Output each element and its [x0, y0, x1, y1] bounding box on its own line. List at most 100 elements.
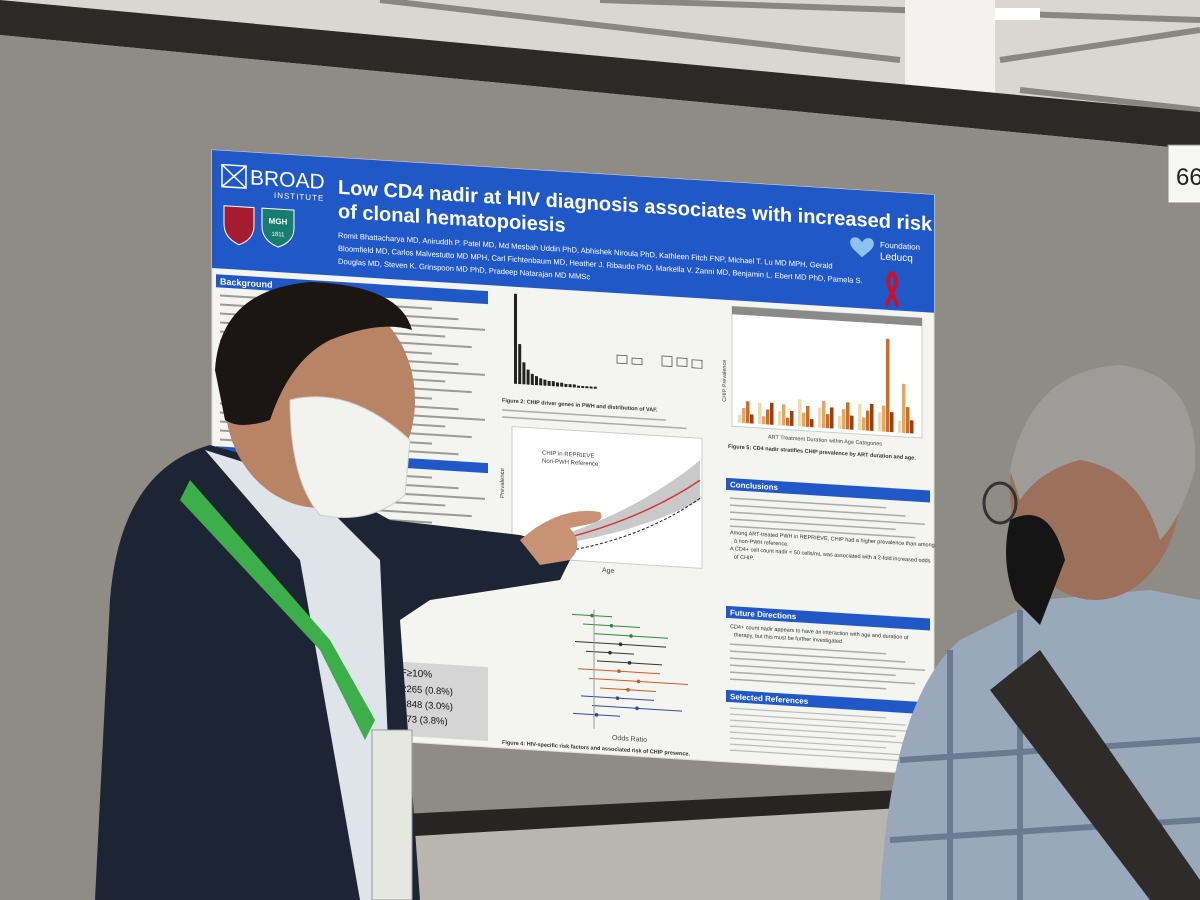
text-line: [730, 743, 906, 756]
fig2-boxplots: [616, 354, 703, 369]
bar-shape: [890, 412, 894, 433]
legend-entry: Non-PWH Reference: [542, 458, 599, 468]
axis-label: Prevalence: [500, 467, 506, 498]
bar-shape: [866, 410, 870, 431]
point-shape: [609, 623, 614, 628]
point-shape: [635, 706, 639, 711]
bar-shape: [564, 383, 568, 388]
reference-lines: [730, 707, 925, 763]
bar-shape: [910, 420, 914, 434]
point-shape: [627, 661, 632, 665]
wall-top-rail: [0, 0, 1200, 150]
poster-header: [212, 150, 934, 313]
point-shape: [594, 713, 599, 717]
bar-shape: [826, 414, 830, 429]
bar-shape: [858, 404, 862, 431]
text-line: [502, 416, 687, 430]
bar-shape: [778, 411, 782, 426]
bar-shape: [547, 380, 551, 386]
bar-shape: [742, 407, 746, 424]
bar-shape: [882, 405, 886, 432]
section-bar: [726, 477, 930, 503]
mgh-shield: [261, 207, 295, 248]
bar-shape: [514, 293, 517, 384]
beam: [1019, 87, 1200, 113]
fig3-reference-line: [531, 497, 701, 557]
bar-shape: [581, 385, 585, 389]
bar-shape: [806, 405, 810, 428]
bar-shape: [556, 382, 559, 387]
axis-label: Age: [602, 567, 615, 575]
caption-lines: [502, 409, 687, 430]
bar-shape: [870, 403, 874, 432]
bar-shape: [818, 407, 822, 428]
bar-shape: [518, 343, 522, 385]
text-line: [730, 643, 886, 655]
conclusion-text: a non-PWH reference.: [734, 538, 789, 547]
foundation-logo-name: Leducq: [880, 251, 913, 264]
mgh-year: 1811: [272, 232, 286, 239]
face-mask: [289, 396, 411, 518]
beam: [379, 0, 901, 63]
presenter-hair: [215, 282, 412, 425]
boxplot: [616, 354, 628, 365]
boxplot: [676, 357, 688, 367]
text-line: [730, 749, 925, 763]
bar-shape: [822, 400, 826, 429]
bar-shape: [589, 386, 593, 389]
point-shape: [636, 679, 641, 684]
booth-sign: [1167, 144, 1200, 204]
name-badge: [371, 729, 413, 900]
text-line: [730, 678, 886, 690]
mgh-logo: MGH: [269, 217, 288, 227]
section-heading: Future Directions: [730, 608, 797, 621]
presenter: [95, 282, 602, 900]
fig3-ci-band: [532, 460, 700, 548]
fig4-forest-plot: [572, 609, 688, 729]
point-shape: [618, 642, 623, 647]
bar-shape: [535, 376, 538, 386]
fig5-strip: [732, 306, 922, 327]
point-shape: [626, 687, 630, 692]
boxplot: [661, 355, 673, 367]
bar-shape: [738, 414, 742, 423]
bar-shape: [842, 409, 846, 430]
bar-shape: [798, 399, 802, 427]
bar-shape: [850, 415, 854, 430]
bar-shape: [551, 381, 555, 387]
axis-label: CHIP Prevalence: [722, 360, 728, 402]
point-shape: [615, 696, 620, 700]
bar-shape: [530, 373, 534, 385]
point-shape: [629, 634, 633, 638]
bar-shape: [750, 414, 754, 424]
section-heading: Conclusions: [730, 480, 779, 492]
text-line: [730, 511, 925, 525]
bag-strap: [990, 650, 1200, 900]
fig2-bars: [514, 293, 597, 389]
presenter-hand: [520, 510, 602, 565]
text-line: [730, 713, 906, 726]
beam: [999, 27, 1200, 63]
beam: [599, 0, 1200, 23]
text-line: [730, 650, 906, 663]
text-line: [730, 671, 916, 685]
foundation-logo: Foundation: [880, 240, 920, 251]
bar-shape: [886, 338, 890, 433]
bar-shape: [810, 419, 814, 428]
boxplot: [691, 359, 703, 369]
broad-mark-box: [221, 163, 247, 189]
bar-shape: [522, 362, 526, 385]
text-line: [730, 525, 916, 539]
harvard-shield: [223, 205, 255, 246]
bar-shape: [878, 412, 882, 432]
body-text-lines: [730, 643, 925, 690]
bar-shape: [572, 384, 576, 388]
bar-shape: [560, 382, 564, 387]
bar-shape: [539, 378, 543, 386]
bar-shape: [902, 383, 906, 433]
legend-entry: CHIP in REPRIEVE: [542, 450, 595, 459]
broad-logo-sub: INSTITUTE: [274, 191, 324, 203]
glasses: [982, 481, 1018, 525]
bar-shape: [577, 385, 580, 388]
